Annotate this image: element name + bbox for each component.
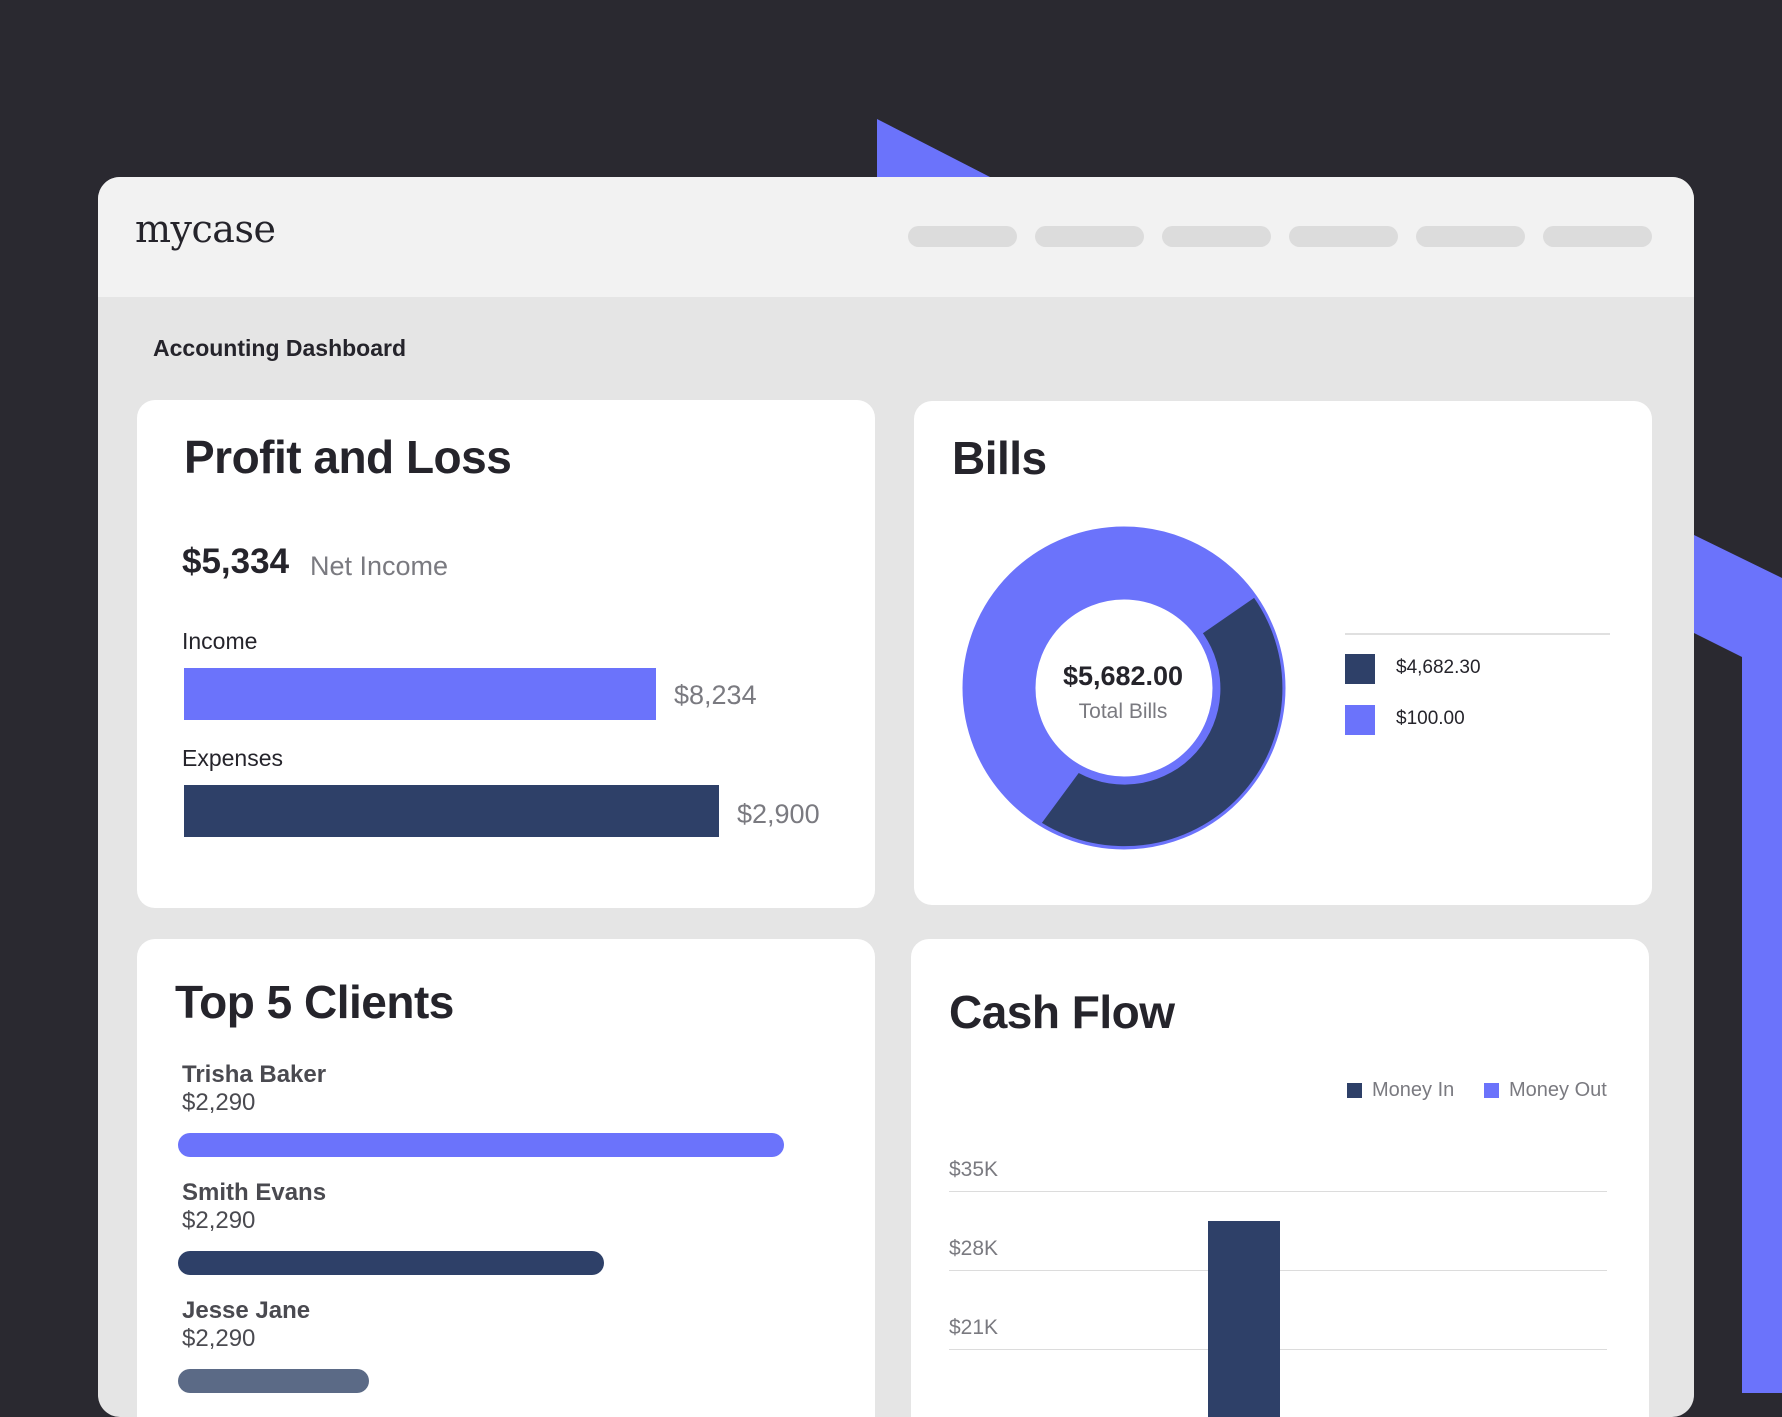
- app-window: mycase Accounting Dashboard Profit and L…: [98, 177, 1694, 1417]
- income-label: Income: [182, 628, 258, 654]
- mycase-logo[interactable]: mycase: [135, 207, 276, 251]
- money-in-bar: [1208, 1221, 1280, 1417]
- nav-item-placeholder[interactable]: [1162, 226, 1271, 247]
- expenses-label: Expenses: [182, 745, 284, 771]
- nav-item-placeholder[interactable]: [1289, 226, 1398, 247]
- page-title: Accounting Dashboard: [153, 335, 407, 361]
- client-name[interactable]: Jesse Jane: [182, 1297, 311, 1324]
- legend-label-money-in: Money In: [1372, 1079, 1455, 1101]
- net-income-value: $5,334: [182, 542, 290, 581]
- bills-total-label: Total Bills: [1078, 700, 1168, 723]
- y-axis-tick-label: $28K: [949, 1237, 999, 1260]
- nav-item-placeholder[interactable]: [1035, 226, 1144, 247]
- client-name[interactable]: Trisha Baker: [182, 1061, 327, 1088]
- cash-flow-card[interactable]: Cash Flow Money In Money Out $35K $28K $…: [911, 939, 1649, 1417]
- bills-card[interactable]: Bills $5,682.00 Total Bills $4,682.30 $1…: [914, 401, 1652, 905]
- nav-item-placeholder[interactable]: [908, 226, 1017, 247]
- nav-item-placeholder[interactable]: [1416, 226, 1525, 247]
- top-clients-title: Top 5 Clients: [175, 976, 454, 1028]
- top-navigation-bar: mycase: [98, 177, 1694, 297]
- top-clients-card[interactable]: Top 5 Clients Trisha Baker $2,290 Smith …: [137, 939, 875, 1417]
- client-amount: $2,290: [182, 1089, 256, 1116]
- cash-flow-title: Cash Flow: [949, 986, 1175, 1038]
- net-income-label: Net Income: [310, 551, 449, 581]
- legend-swatch-money-in: [1347, 1083, 1362, 1098]
- client-bar: [178, 1369, 369, 1393]
- bills-total-value: $5,682.00: [1062, 661, 1184, 691]
- nav-item-placeholder[interactable]: [1543, 226, 1652, 247]
- client-bar: [178, 1133, 784, 1157]
- bills-donut-chart: [962, 526, 1286, 850]
- gridline: [949, 1191, 1607, 1192]
- bills-title: Bills: [952, 432, 1047, 484]
- bills-legend-divider: [1345, 633, 1610, 635]
- expenses-value: $2,900: [737, 799, 820, 829]
- profit-loss-title: Profit and Loss: [184, 431, 512, 483]
- legend-swatch-100-00: [1345, 705, 1375, 735]
- donut-slice-4682-30: [1041, 597, 1283, 847]
- client-amount: $2,290: [182, 1325, 256, 1352]
- client-name[interactable]: Smith Evans: [182, 1179, 327, 1206]
- legend-label-100-00: $100.00: [1396, 708, 1465, 729]
- client-bar: [178, 1251, 604, 1275]
- legend-label-money-out: Money Out: [1509, 1079, 1607, 1101]
- expenses-bar: [184, 785, 719, 837]
- nav-menu: [908, 226, 1652, 247]
- legend-swatch-4682-30: [1345, 654, 1375, 684]
- y-axis-tick-label: $35K: [949, 1158, 999, 1181]
- y-axis-tick-label: $21K: [949, 1316, 999, 1339]
- legend-swatch-money-out: [1484, 1083, 1499, 1098]
- accent-chevron-shape: [1694, 535, 1782, 1393]
- profit-loss-card[interactable]: Profit and Loss $5,334 Net Income Income…: [137, 400, 875, 908]
- income-bar: [184, 668, 656, 720]
- accent-triangle-shape: [877, 119, 990, 177]
- income-value: $8,234: [674, 680, 757, 710]
- legend-label-4682-30: $4,682.30: [1396, 657, 1481, 678]
- client-amount: $2,290: [182, 1207, 256, 1234]
